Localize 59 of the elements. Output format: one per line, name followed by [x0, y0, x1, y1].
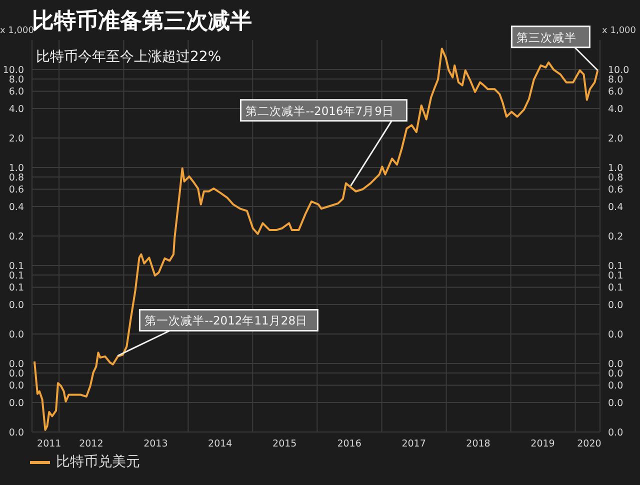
y-tick-label: 0.0 — [8, 398, 24, 409]
text: 1.0 — [608, 162, 624, 174]
text: 4.0 — [608, 104, 624, 115]
y-tick-label: 0.1 — [8, 282, 24, 294]
text: 0.1 — [608, 270, 624, 282]
x-tick-label: 2015 — [272, 438, 297, 450]
text: 6.0 — [608, 86, 624, 98]
x-tick-label: 2019 — [530, 438, 555, 450]
y-tick-label: 0.1 — [8, 260, 24, 272]
text: 2.0 — [608, 133, 624, 144]
y-tick-label: 0.4 — [8, 202, 24, 213]
y-tick-label: 0.0 — [8, 427, 24, 438]
text: 0.8 — [608, 172, 624, 184]
text: 0.0 — [608, 358, 624, 370]
y-tick-label: 4.0 — [8, 104, 24, 115]
y-tick-label: 10.0 — [2, 64, 24, 76]
y-tick-label: 0.6 — [8, 184, 24, 196]
text: 0.6 — [608, 184, 624, 196]
annotation: 第一次减半--2012年11月28日 — [144, 314, 308, 328]
annotation: 第三次减半 — [516, 30, 577, 44]
y-tick-label: 0.0 — [8, 329, 24, 340]
y-tick-label: 0.2 — [8, 231, 24, 242]
y-tick-label: 0.0 — [8, 368, 24, 380]
text: 0.1 — [608, 260, 624, 272]
x-tick-label: 2014 — [208, 438, 232, 450]
y2-axis-title: x 1,000 — [602, 26, 636, 36]
x-tick-label: 2017 — [402, 438, 426, 450]
y-tick-label: 0.0 — [8, 300, 24, 311]
y-tick-label: 0.0 — [8, 380, 24, 392]
x-tick-label: 2011 — [37, 438, 62, 450]
y-tick-label: 0.8 — [8, 172, 24, 184]
text: 0.1 — [608, 282, 624, 294]
y-tick-label: 6.0 — [8, 86, 24, 98]
y-tick-label: 2.0 — [8, 133, 24, 144]
line-series — [33, 48, 599, 431]
text: 0.4 — [608, 202, 624, 213]
annotation: 第二次减半--2016年7月9日 — [246, 104, 394, 118]
text: 0.0 — [608, 300, 624, 311]
y-tick-label: 1.0 — [8, 162, 24, 174]
text: 10.0 — [608, 64, 630, 76]
text: 比特币今年至今上涨超过22% — [36, 48, 222, 66]
text: 0.0 — [608, 368, 624, 380]
x-tick-label: 2018 — [466, 438, 490, 450]
text: 8.0 — [608, 74, 624, 86]
text: 0.0 — [608, 427, 624, 438]
text: 0.2 — [608, 231, 624, 242]
x-tick-label: 2016 — [337, 438, 362, 450]
x-tick-label: 2013 — [144, 438, 168, 450]
chart-title: 比特币准备第三次减半 — [32, 8, 252, 36]
y-tick-label: 0.0 — [8, 358, 24, 370]
x-tick-label: 2012 — [79, 438, 104, 450]
text: 0.0 — [608, 398, 624, 409]
y-axis-title: x 1,000 — [0, 26, 34, 36]
text: 0.0 — [608, 380, 624, 392]
x-tick-label: 2020 — [577, 438, 602, 450]
y-tick-label: 0.1 — [8, 270, 24, 282]
legend-label: 比特币兑美元 — [56, 453, 140, 471]
text: 0.0 — [608, 329, 624, 340]
y-tick-label: 8.0 — [8, 74, 24, 86]
